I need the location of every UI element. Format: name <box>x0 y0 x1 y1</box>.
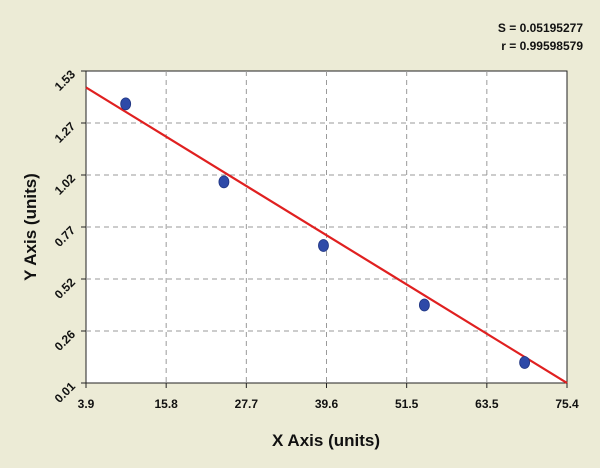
fit-line-group <box>85 86 568 384</box>
data-point <box>318 239 329 252</box>
x-tick-label: 27.7 <box>235 397 259 411</box>
grid <box>86 71 567 383</box>
x-tick-label: 75.4 <box>555 397 579 411</box>
data-point <box>120 97 132 111</box>
x-tick-label: 15.8 <box>154 397 178 411</box>
y-tick-label: 0.77 <box>52 223 79 250</box>
y-tick-label: 0.52 <box>52 275 79 302</box>
x-tick-label: 51.5 <box>395 397 419 411</box>
x-axis-title: X Axis (units) <box>272 431 380 450</box>
data-point <box>418 298 430 312</box>
stat-r: r = 0.99598579 <box>501 39 583 53</box>
y-tick-label: 1.27 <box>52 119 79 146</box>
x-tick-label: 39.6 <box>315 397 339 411</box>
y-axis-title: Y Axis (units) <box>21 173 40 281</box>
points <box>120 97 531 369</box>
y-tick-label: 0.26 <box>52 327 79 354</box>
y-tick-label: 1.02 <box>52 171 79 198</box>
y-tick-label: 0.01 <box>52 379 79 406</box>
x-tick-label: 3.9 <box>78 397 95 411</box>
y-tick-label: 1.53 <box>52 67 79 94</box>
x-tick-label: 63.5 <box>475 397 499 411</box>
fit-line <box>85 86 568 384</box>
stat-s: S = 0.05195277 <box>498 21 583 35</box>
data-point <box>519 356 531 369</box>
data-point <box>218 175 230 189</box>
